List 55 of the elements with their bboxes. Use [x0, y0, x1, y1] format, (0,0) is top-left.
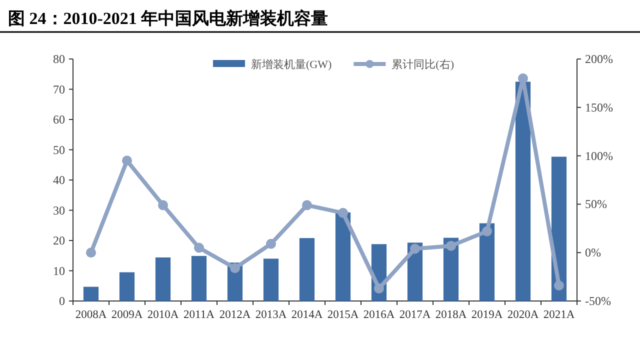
- x-tick-label: 2019A: [471, 309, 504, 321]
- y-tick-label: 50: [53, 142, 65, 157]
- x-tick-label: 2012A: [219, 309, 252, 321]
- x-tick-label: 2018A: [435, 309, 468, 321]
- x-tick-label: 2015A: [327, 309, 360, 321]
- bar: [335, 212, 351, 301]
- y-tick-label: 80: [53, 52, 65, 66]
- y-tick-label: 70: [53, 82, 65, 96]
- bar: [191, 256, 207, 301]
- point: [86, 248, 96, 258]
- y-tick-label: 30: [53, 203, 65, 218]
- y-tick-label: 0: [59, 294, 65, 308]
- y2-tick-label: 150%: [585, 100, 613, 114]
- legend-label: 累计同比(右): [392, 58, 454, 71]
- y-tick-label: 10: [53, 264, 65, 278]
- point: [158, 200, 168, 210]
- bar: [479, 223, 495, 301]
- x-tick-label: 2020A: [507, 309, 540, 321]
- x-tick-label: 2013A: [255, 309, 288, 321]
- point: [122, 156, 132, 166]
- y2-tick-label: 50%: [585, 197, 607, 212]
- point: [410, 244, 420, 254]
- bar: [119, 272, 135, 301]
- x-tick-label: 2011A: [184, 309, 216, 321]
- x-tick-label: 2008A: [75, 309, 108, 321]
- y-tick-label: 20: [53, 234, 65, 248]
- x-tick-label: 2016A: [363, 309, 396, 321]
- point: [518, 73, 528, 84]
- y-tick-label: 40: [53, 173, 65, 187]
- x-tick-label: 2021A: [543, 309, 576, 321]
- x-tick-label: 2014A: [291, 309, 324, 321]
- y2-tick-label: 200%: [585, 52, 613, 66]
- bar: [299, 238, 315, 301]
- bar: [515, 82, 531, 301]
- point: [338, 208, 348, 218]
- bar: [263, 258, 279, 301]
- legend-label: 新增装机量(GW): [251, 58, 332, 71]
- bar: [83, 286, 99, 301]
- y2-tick-label: -50%: [585, 294, 611, 308]
- chart-title: 图 24：2010-2021 年中国风电新增装机容量: [8, 9, 328, 28]
- y-tick-label: 60: [53, 112, 65, 126]
- point: [266, 238, 276, 249]
- x-tick-label: 2017A: [399, 309, 432, 321]
- point: [482, 226, 492, 236]
- x-tick-label: 2009A: [111, 309, 144, 321]
- y2-tick-label: 0%: [585, 246, 601, 260]
- point: [194, 242, 204, 253]
- point: [230, 263, 240, 274]
- point: [374, 283, 384, 294]
- y2-tick-label: 100%: [585, 148, 613, 163]
- bar: [155, 257, 171, 301]
- x-tick-label: 2010A: [147, 309, 180, 321]
- point: [446, 240, 456, 251]
- point: [302, 200, 312, 210]
- point: [554, 280, 564, 291]
